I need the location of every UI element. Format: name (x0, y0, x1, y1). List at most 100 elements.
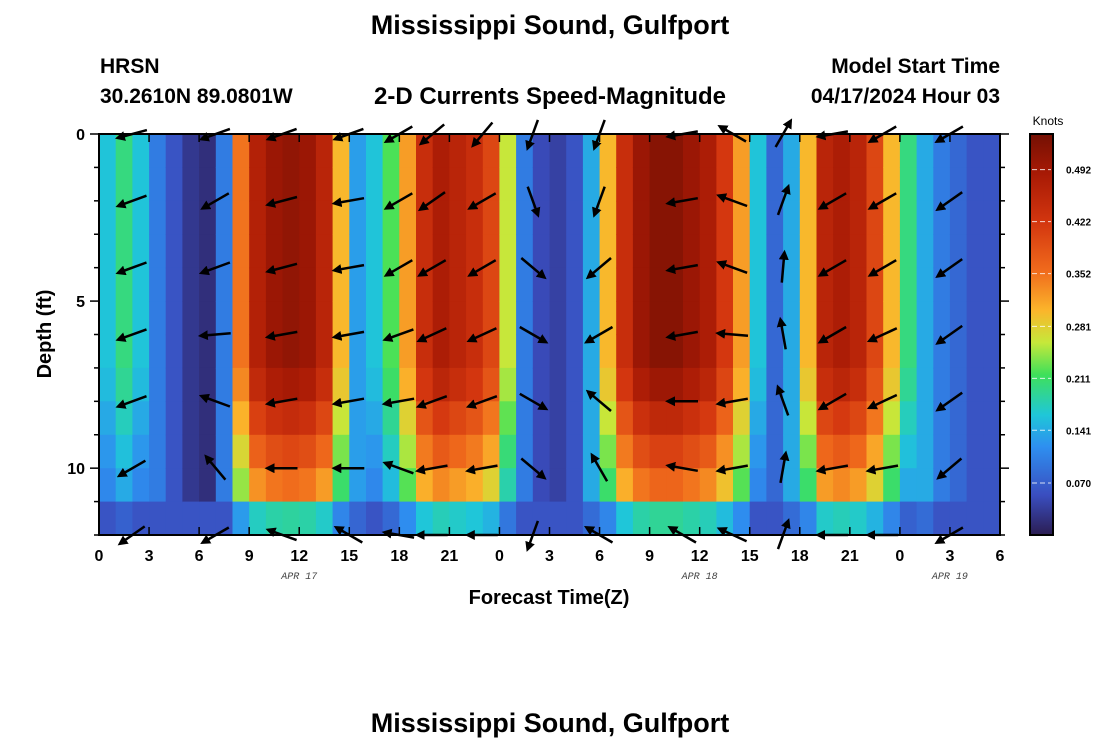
heat-cell (883, 501, 901, 536)
heat-cell (115, 301, 133, 336)
heat-cell (966, 468, 984, 503)
heat-cell (883, 267, 901, 302)
heat-cell (215, 401, 234, 436)
heat-cell (866, 234, 884, 269)
heat-cell (649, 267, 667, 302)
heat-cell (632, 301, 651, 336)
heat-cell (332, 401, 350, 436)
heat-cell (949, 334, 968, 369)
heat-cell (232, 401, 250, 436)
heat-cell (966, 434, 984, 469)
heat-cell (215, 134, 234, 168)
heat-cell (816, 367, 834, 402)
heat-cell (749, 367, 767, 402)
heat-cell (432, 501, 450, 536)
heat-cell (566, 468, 584, 503)
heat-cell (282, 434, 300, 469)
current-vector (265, 262, 298, 275)
colorbar-tick-label: 0.070 (1066, 479, 1091, 490)
heat-cell (549, 501, 567, 536)
heat-cell (416, 401, 434, 436)
y-tick-label: 0 (76, 127, 85, 144)
heat-cell (566, 367, 584, 402)
heat-cell (282, 468, 300, 503)
heat-cell (282, 401, 300, 436)
heat-cell (215, 234, 234, 269)
heat-cell (949, 468, 968, 503)
heat-cell (132, 267, 150, 302)
heat-cell (349, 267, 367, 302)
heat-cell (783, 367, 801, 402)
current-vector (264, 397, 298, 408)
heat-cell (766, 434, 784, 469)
heat-cell (599, 501, 617, 536)
heat-cell (449, 501, 467, 536)
heat-cell (749, 468, 767, 503)
heat-cell (366, 301, 384, 336)
x-tick-label: 6 (195, 548, 204, 565)
heat-cell (599, 367, 617, 402)
heat-cell (315, 468, 334, 503)
current-vector (817, 325, 847, 344)
heat-cell (432, 200, 450, 235)
current-vector (519, 325, 549, 344)
heat-cell (115, 367, 133, 402)
heat-cell (666, 134, 684, 168)
y-tick-label: 5 (76, 294, 85, 311)
heat-cell (249, 501, 267, 536)
heat-cell (599, 301, 617, 336)
heat-cell (466, 301, 484, 336)
heat-cell (699, 468, 717, 503)
heat-cell (449, 367, 467, 402)
heat-cell (816, 301, 834, 336)
heat-cell (449, 334, 467, 369)
heat-cell (382, 367, 400, 402)
current-vector (865, 464, 899, 475)
heat-cell (99, 501, 117, 536)
heat-cell (265, 134, 284, 168)
heat-cell (666, 301, 684, 336)
heat-cell (566, 267, 584, 302)
heat-cell (933, 301, 951, 336)
heat-cell (716, 434, 734, 469)
heat-cell (983, 367, 1001, 402)
heat-cell (516, 334, 534, 369)
current-vector (935, 191, 963, 212)
x-tick-label: 3 (945, 548, 954, 565)
station-id: HRSN (100, 55, 160, 78)
heat-cell (849, 434, 868, 469)
x-tick-label: 9 (645, 548, 654, 565)
colorbar-tick-label: 0.141 (1066, 426, 1091, 437)
heat-cell (833, 367, 851, 402)
heat-cell (616, 234, 634, 269)
heat-cell (182, 134, 200, 168)
heat-cell (733, 200, 751, 235)
heat-cell (232, 267, 250, 302)
heat-cell (399, 434, 417, 469)
current-vector (198, 261, 231, 276)
heat-cell (199, 267, 217, 302)
heat-cell (816, 468, 834, 503)
heat-cell (599, 134, 617, 168)
heat-cell (149, 401, 167, 436)
heat-cell (182, 234, 200, 269)
colorbar-tick-label: 0.281 (1066, 322, 1091, 333)
heat-cell (666, 167, 684, 202)
heat-cell (315, 267, 334, 302)
heat-cell (749, 200, 767, 235)
current-vector (867, 192, 897, 210)
heat-cell (315, 301, 334, 336)
current-vector (665, 330, 699, 341)
heat-cell (866, 367, 884, 402)
heat-cell (199, 167, 217, 202)
heat-cell (382, 501, 400, 536)
heat-cell (182, 267, 200, 302)
heat-cell (983, 200, 1001, 235)
heat-cell (382, 401, 400, 436)
heat-cell (449, 267, 467, 302)
x-tick-label: 12 (691, 548, 709, 565)
heat-cell (165, 134, 183, 168)
heat-cell (349, 367, 367, 402)
heat-cell (733, 434, 751, 469)
heat-cell (733, 234, 751, 269)
